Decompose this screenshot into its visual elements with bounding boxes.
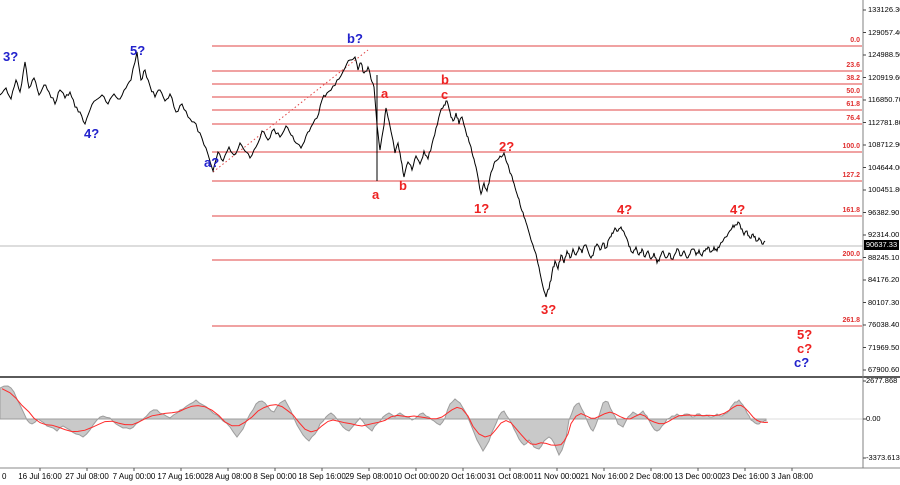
price-axis-label: 71969.50 [868,342,900,352]
fib-level-label: 161.8 [842,207,860,214]
price-axis-label: 100451.80 [868,185,900,194]
wave-label-red: 3? [541,302,557,317]
wave-label-blue: 3? [3,49,19,64]
wave-label-red: 4? [617,202,633,217]
price-axis-label: 96382.90 [868,207,900,217]
fib-level-label: 127.2 [842,172,860,179]
fib-level-label: 76.4 [846,115,860,122]
fib-level-label: 50.0 [846,88,860,95]
wave-label-blue: 5? [130,43,146,58]
indicator-axis-label: 2677.868 [866,376,898,385]
price-line [0,51,766,298]
time-axis-label: 7 Aug 00:00 [112,472,156,481]
time-axis-label: 18 Sep 16:00 [298,472,346,481]
current-price-badge: 90637.33 [864,240,899,250]
fib-level-label: 38.2 [846,75,860,82]
price-axis-label: 84176.20 [868,275,900,284]
oscillator-signal-line [1,388,769,446]
wave-label-red: 2? [499,139,515,154]
time-axis-label: 17 Aug 16:00 [157,472,205,481]
price-axis-label: 112781.80 [868,117,900,127]
fib-level-label: 0.0 [850,37,860,44]
price-axis-label: 92314.00 [868,230,900,239]
price-axis-label: 129057.40 [868,27,900,37]
price-axis-label: 120919.60 [868,72,900,82]
indicator-axis-label: 0.00 [866,414,881,423]
price-axis-label: 116850.70 [868,95,900,104]
time-axis-label-partial: 0 [2,472,7,481]
fib-level-label: 61.8 [846,101,860,108]
indicator-axis-label: -3373.613 [866,453,900,462]
wave-label-red: a [381,86,389,101]
wave-label-red: a [372,187,380,202]
time-axis-label: 27 Jul 08:00 [65,472,109,481]
price-axis-label: 88245.10 [868,252,900,262]
fib-level-label: 261.8 [842,317,860,324]
wave-label-red: b [441,72,449,87]
time-axis-label: 13 Dec 00:00 [674,472,722,481]
wave-label-blue: 4? [84,126,100,141]
time-axis-label: 28 Aug 08:00 [204,472,252,481]
price-axis-label: 80107.30 [868,297,900,307]
time-axis-label: 2 Dec 08:00 [629,472,673,481]
time-axis-label: 8 Sep 00:00 [253,472,297,481]
price-axis-label: 67900.60 [868,365,900,374]
fib-level-label: 23.6 [846,62,860,69]
time-axis-label: 20 Oct 16:00 [440,472,486,481]
time-axis-label: 31 Oct 08:00 [487,472,533,481]
wave-label-red: 4? [730,202,746,217]
price-axis-label: 124988.50 [868,50,900,59]
price-axis-label: 133126.30 [868,5,900,14]
wave-label-blue: b? [347,31,363,46]
wave-label-red: 5? [797,327,813,342]
trendline-dotted [212,49,369,173]
price-axis-label: 76038.40 [868,320,900,329]
time-axis-label: 29 Sep 08:00 [345,472,393,481]
panel-separator [0,376,900,378]
time-axis-label: 21 Nov 16:00 [580,472,628,481]
wave-label-red: b [399,178,407,193]
price-axis-label: 104644.00 [868,162,900,172]
price-axis-label: 108712.90 [868,140,900,149]
fib-level-label: 100.0 [842,143,860,150]
time-axis-label: 16 Jul 16:00 [18,472,62,481]
wave-label-red: c? [797,341,813,356]
time-axis-label: 11 Nov 00:00 [533,472,581,481]
wave-label-blue: a? [204,155,220,170]
wave-label-red: c [441,87,449,102]
wave-label-blue: c? [794,355,810,370]
wave-label-red: 1? [474,201,490,216]
time-axis-label: 23 Dec 16:00 [721,472,769,481]
time-axis-label: 10 Oct 00:00 [393,472,439,481]
time-axis-label: 3 Jan 08:00 [771,472,813,481]
fib-level-label: 200.0 [842,251,860,258]
